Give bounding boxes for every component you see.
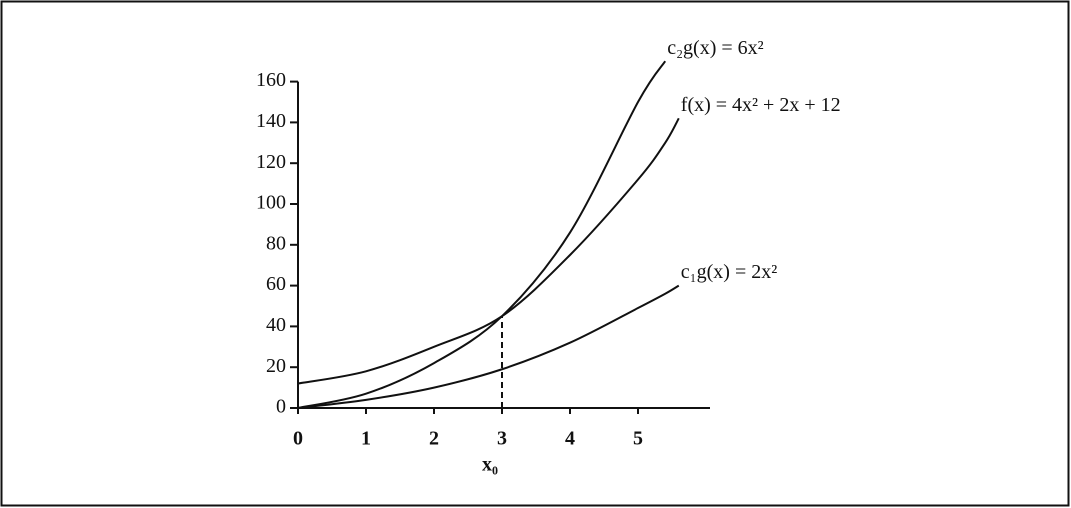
x-tick-label: 3 [497, 428, 507, 450]
x-tick-label: 4 [565, 428, 575, 450]
series-label: c₁g(x) = 2x² [681, 261, 777, 283]
x-tick-label: 2 [429, 428, 439, 450]
y-tick-label: 40 [266, 314, 286, 336]
y-tick-label: 60 [266, 273, 286, 295]
y-tick-label: 100 [256, 192, 286, 214]
y-tick-label: 80 [266, 232, 286, 254]
y-tick-label: 120 [256, 151, 286, 173]
chart: 0 20 40 60 80 100 120 140 160 0 1 2 3 4 5 x₀ c₂g(x) = 6x… [0, 0, 1071, 508]
y-tick-label: 160 [256, 69, 286, 91]
y-tick-label: 0 [276, 396, 286, 418]
x-tick-label: 1 [361, 428, 371, 450]
x-tick-label: 5 [633, 428, 643, 450]
series-label: f(x) = 4x² + 2x + 12 [681, 94, 841, 116]
y-tick-label: 20 [266, 355, 286, 377]
series-line [298, 118, 679, 383]
reference-label: x₀ [482, 454, 498, 476]
series-label: c₂g(x) = 6x² [667, 37, 763, 59]
series-line [298, 286, 679, 408]
series-line [298, 61, 665, 408]
y-tick-label: 140 [256, 110, 286, 132]
x-tick-label: 0 [293, 428, 303, 450]
frame [2, 2, 1069, 506]
